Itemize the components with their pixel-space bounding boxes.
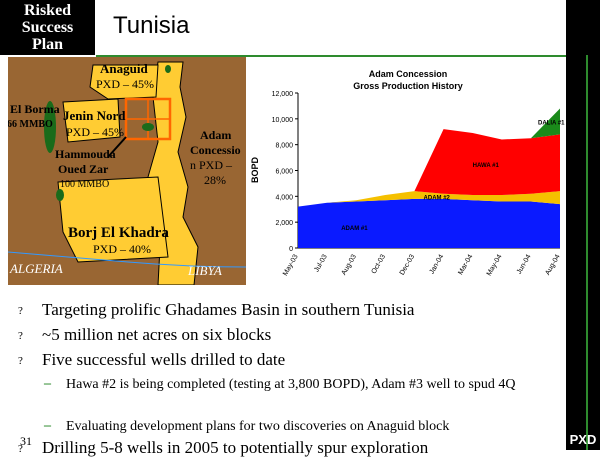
x-tick-label: Aug-03 [341, 253, 358, 276]
logo-line-1: Risked [23, 2, 72, 19]
border-line [8, 251, 246, 268]
bullet-text: Five successful wells drilled to date [42, 350, 286, 369]
x-tick-label: Mar-04 [457, 253, 474, 276]
logo-line-2: Success [21, 19, 74, 36]
series-area-adam-2 [298, 191, 560, 207]
x-tick-label: Dec-03 [399, 253, 416, 276]
adam-field [142, 123, 154, 131]
hammouda-label: Hammouda [55, 147, 116, 161]
x-tick-label: Jan-04 [429, 253, 446, 275]
y-tick-label: 6,000 [275, 169, 293, 176]
bullet-text: ~5 million net acres on six blocks [42, 325, 272, 344]
el-borma-field [44, 101, 56, 153]
x-tick-label: Jun-04 [516, 253, 533, 275]
adam-label: Adam [200, 128, 231, 142]
series-area-hawa-1 [298, 129, 560, 207]
series-label-adam-1: ADAM #1 [341, 226, 368, 232]
y-tick-label: 0 [289, 246, 293, 253]
bullet-text: Drilling 5-8 wells in 2005 to potentiall… [42, 438, 429, 457]
bullet-marker: ? [18, 305, 23, 317]
adam-pxd-label: n PXD – [190, 158, 233, 172]
anaguid-field [165, 65, 171, 73]
jenin-nord-block [62, 98, 121, 143]
el-borma-mmbo-label: 966 MMBO [8, 119, 53, 130]
x-tick-label: Oct-03 [370, 253, 387, 275]
bullet-marker: ? [18, 355, 23, 367]
y-tick-label: 12,000 [272, 91, 294, 98]
series-label-adam-2: ADAM #2 [424, 195, 451, 201]
bullet-text: Targeting prolific Ghadames Basin in sou… [42, 300, 415, 319]
anaguid-label: Anaguid [100, 61, 148, 76]
y-tick-label: 2,000 [275, 220, 293, 227]
chart-title: Adam Concession [369, 69, 448, 79]
x-tick-label: Aug-04 [544, 253, 561, 276]
bullet-marker: ? [18, 330, 23, 342]
oued-zar-label: Oued Zar [58, 162, 109, 176]
series-label-dalia-1: DALIA #1 [538, 120, 565, 126]
libya-label: LIBYA [187, 263, 222, 278]
sub-bullet-text: Hawa #2 is being completed (testing at 3… [66, 377, 516, 392]
sub-bullet-marker: – [44, 376, 51, 391]
algeria-label: ALGERIA [9, 261, 63, 276]
borj-el-khadra-block [57, 176, 169, 263]
y-axis-label: BOPD [250, 157, 260, 184]
production-chart: Adam Concession Gross Production History… [250, 69, 566, 277]
y-tick-label: 8,000 [275, 143, 293, 150]
chart-subtitle: Gross Production History [353, 81, 463, 91]
logo-line-3: Plan [31, 36, 64, 53]
right-side-bar [566, 0, 600, 450]
adam-highlight-grid [126, 99, 170, 139]
side-bar-stripe [586, 55, 588, 450]
sub-bullet-text: Evaluating development plans for two dis… [66, 419, 450, 434]
pxd-brand-mark: PXD [569, 432, 597, 447]
series-label-hawa-1: HAWA #1 [473, 163, 500, 169]
page-number: 31 [20, 434, 32, 448]
tunisia-block-map: Anaguid PXD – 45% El Borma 966 MMBO Jeni… [8, 57, 246, 285]
borj-label: Borj El Khadra [68, 225, 169, 241]
oued-zar-field [56, 189, 64, 201]
el-borma-label: El Borma [10, 102, 60, 116]
title-divider [96, 55, 586, 57]
sub-bullet-marker: – [44, 418, 51, 433]
borj-pxd-label: PXD – 40% [93, 242, 151, 256]
oued-zar-mmbo-label: 100 MMBO [60, 179, 109, 190]
adam-pct-label: 28% [204, 173, 226, 187]
anaguid-pxd-label: PXD – 45% [96, 77, 154, 91]
page-title: Tunisia [113, 12, 190, 39]
chart-plot-area: 0 2,000 4,000 6,000 8,000 10,000 12,000 ADAM #1… [272, 91, 566, 277]
x-tick-label: May-03 [282, 253, 300, 277]
concessio-label: Concessio [190, 143, 241, 157]
y-tick-label: 4,000 [275, 194, 293, 201]
y-tick-label: 10,000 [272, 117, 294, 124]
series-area-adam-1 [298, 198, 560, 248]
bullet-marker: ? [18, 443, 23, 455]
x-tick-label: May-04 [486, 253, 504, 277]
jenin-label: Jenin Nord [63, 108, 126, 123]
company-logo: Risked Success Plan [0, 0, 95, 55]
x-tick-label: Jul-03 [313, 253, 329, 273]
jenin-pxd-label: PXD – 45% [66, 125, 124, 139]
jenin-pointer-line [107, 136, 127, 158]
